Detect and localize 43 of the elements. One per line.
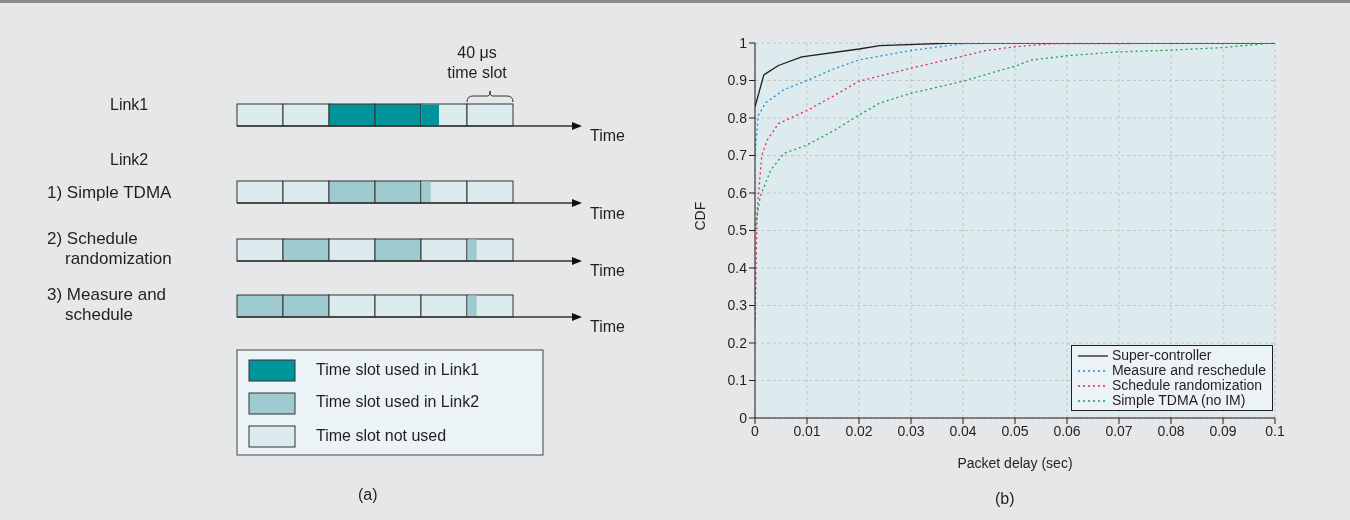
x-tick-label: 0.07	[1105, 422, 1133, 439]
y-tick-label: 0.6	[727, 184, 748, 201]
text: (a)	[358, 485, 378, 505]
text: 3) Measure and schedule	[47, 285, 168, 325]
x-tick-label: 0.05	[1001, 422, 1029, 439]
legend-label: Super-controller	[1111, 347, 1212, 363]
x-tick-label: 0.04	[949, 422, 977, 439]
text: Time	[590, 261, 625, 281]
y-tick-label: 0.2	[727, 334, 748, 351]
text: Time slot used in Link1	[316, 360, 480, 380]
x-tick-label: 0.1	[1265, 422, 1285, 439]
x-tick-label: 0.09	[1209, 422, 1237, 439]
text: Time	[590, 204, 625, 224]
y-tick-label: 1	[739, 34, 748, 51]
y-axis-title: CDF	[691, 201, 708, 231]
text: (b)	[995, 490, 1015, 508]
y-tick-label: 0.9	[727, 72, 748, 89]
text: Link2	[110, 150, 149, 170]
y-tick-label: 0.8	[727, 109, 748, 126]
text: Time slot not used	[316, 426, 447, 446]
y-tick-label: 0	[739, 409, 748, 426]
legend-label: Simple TDMA (no IM)	[1111, 392, 1246, 408]
x-tick-label: 0.03	[897, 422, 925, 439]
x-tick-label: 0.01	[793, 422, 821, 439]
text: 2) Schedule randomization	[47, 229, 173, 269]
y-tick-label: 0.7	[727, 147, 748, 164]
text: 40 μs time slot	[446, 43, 508, 83]
text: Time slot used in Link2	[316, 392, 480, 412]
x-axis-title: Packet delay (sec)	[957, 455, 1073, 471]
legend-label: Schedule randomization	[1111, 377, 1263, 393]
legend-label: Measure and reschedule	[1111, 362, 1266, 378]
text: 1) Simple TDMA	[47, 183, 173, 203]
y-tick-label: 0.3	[727, 297, 748, 314]
text: Time	[590, 126, 625, 146]
text: Time	[590, 317, 625, 337]
y-tick-label: 0.1	[727, 372, 748, 389]
x-tick-label: 0.08	[1157, 422, 1185, 439]
y-tick-label: 0.4	[727, 259, 748, 276]
text: Link1	[110, 95, 149, 115]
x-tick-label: 0.02	[845, 422, 873, 439]
x-tick-label: 0	[751, 422, 760, 439]
x-tick-label: 0.06	[1053, 422, 1081, 439]
y-tick-label: 0.5	[727, 222, 748, 239]
